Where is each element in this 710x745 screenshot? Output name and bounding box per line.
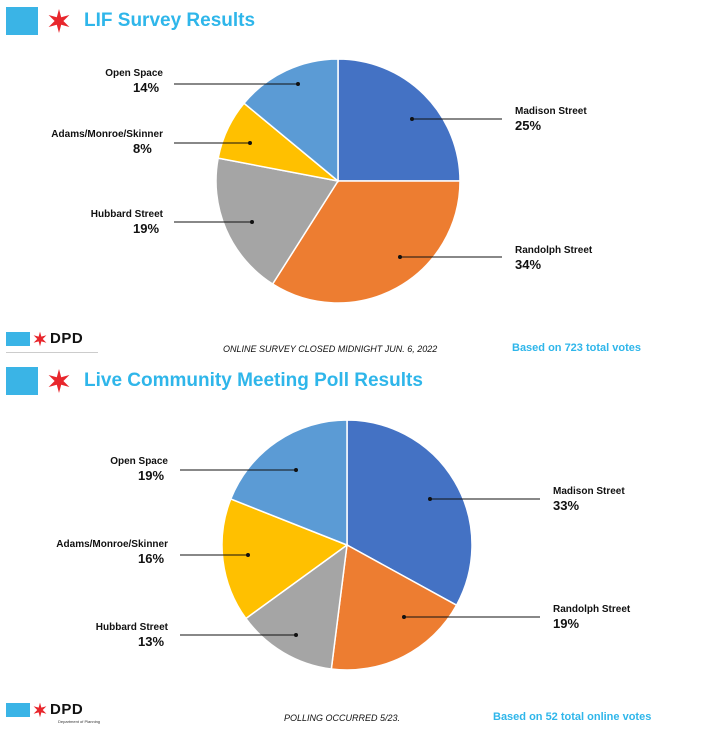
leader-dot: [398, 255, 402, 259]
slice-percent: 19%: [133, 221, 159, 236]
survey-note: ONLINE SURVEY CLOSED MIDNIGHT JUN. 6, 20…: [223, 344, 438, 354]
logo-divider: [6, 352, 98, 353]
blue-square-icon: [6, 367, 38, 395]
panel-title-bar: Live Community Meeting Poll Results: [6, 366, 423, 396]
slice-label: Open Space: [110, 456, 168, 467]
pie-slice-open-space: [242, 58, 339, 183]
panel-title-bar: LIF Survey Results: [6, 6, 255, 36]
slice-label: Adams/Monroe/Skinner: [51, 129, 163, 140]
logo-text: DPD: [50, 701, 84, 718]
slice-percent: 16%: [138, 551, 164, 566]
leader-dot: [246, 553, 250, 557]
leader-dot: [250, 220, 254, 224]
slice-percent: 33%: [553, 498, 579, 513]
dpd-logo: DPD: [6, 702, 83, 718]
slice-label: Madison Street: [553, 486, 625, 497]
leader-dot: [294, 633, 298, 637]
slice-percent: 14%: [133, 80, 159, 95]
leader-dot: [294, 468, 298, 472]
slice-label: Hubbard Street: [91, 209, 164, 220]
panel-title: LIF Survey Results: [84, 10, 256, 31]
slice-percent: 19%: [138, 468, 164, 483]
slice-label: Hubbard Street: [96, 622, 169, 633]
logo-subtitle: Department of Planning: [58, 719, 101, 724]
leader-dot: [296, 82, 300, 86]
red-star-icon: [48, 9, 70, 33]
panel-title: Live Community Meeting Poll Results: [84, 370, 423, 391]
slice-label: Adams/Monroe/Skinner: [56, 539, 168, 550]
total-votes: Based on 723 total votes: [512, 342, 641, 354]
pie-slice-madison-street: [337, 58, 461, 182]
slice-label: Open Space: [105, 68, 163, 79]
pie-slice-madison-street: [346, 419, 473, 607]
survey-panel: LIF Survey Results Madison Street 25% Rand…: [0, 0, 710, 362]
total-votes: Based on 52 total online votes: [493, 711, 652, 723]
poll-panel: Live Community Meeting Poll Results Madi…: [0, 362, 710, 745]
pie-slice-randolph-street: [330, 543, 458, 671]
poll-note: POLLING OCCURRED 5/23.: [284, 713, 401, 723]
blue-square-icon: [6, 7, 38, 35]
dpd-logo: DPD: [6, 331, 83, 347]
pie-slice-open-space: [229, 419, 348, 547]
logo-text: DPD: [50, 330, 84, 347]
slice-percent: 19%: [553, 616, 579, 631]
pie-slice-adams-monroe-skinner: [221, 498, 349, 620]
leader-dot: [248, 141, 252, 145]
leader-dot: [402, 615, 406, 619]
leader-dot: [410, 117, 414, 121]
slice-percent: 8%: [133, 141, 152, 156]
slice-label: Randolph Street: [515, 245, 593, 256]
slice-percent: 25%: [515, 118, 541, 133]
slice-percent: 13%: [138, 634, 164, 649]
slice-label: Madison Street: [515, 106, 587, 117]
slice-label: Randolph Street: [553, 604, 631, 615]
red-star-icon: [48, 369, 70, 393]
pie-slice-hubbard-street: [244, 543, 348, 670]
leader-dot: [428, 497, 432, 501]
pie-slice-hubbard-street: [215, 157, 340, 286]
slice-percent: 34%: [515, 257, 541, 272]
